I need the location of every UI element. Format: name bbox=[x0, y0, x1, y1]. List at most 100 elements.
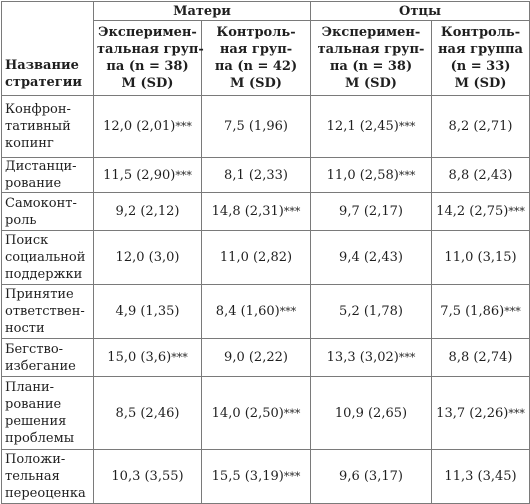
mean-sd-value: 9,2 (2,12) bbox=[115, 204, 180, 219]
strategy-name-line: Конфрон- bbox=[5, 102, 71, 117]
strategy-name-line: рование bbox=[5, 397, 62, 412]
mean-sd-value: 7,5 (1,96) bbox=[224, 119, 288, 134]
strategy-name-line: Бегство- bbox=[5, 341, 64, 357]
strategy-name-line: роль bbox=[5, 212, 37, 228]
significance-marker: *** bbox=[398, 351, 416, 364]
mean-sd-value: 8,5 (2,46) bbox=[115, 405, 180, 421]
strategy-name-line: избегание bbox=[5, 358, 76, 374]
column-header-line: Контроль- bbox=[216, 25, 296, 40]
strategy-name-line: Плани- bbox=[5, 380, 55, 395]
significance-marker: *** bbox=[171, 351, 188, 364]
mean-sd-value: 11,3 (3,45) bbox=[444, 469, 517, 484]
mean-sd-value: 15,0 (3,6) bbox=[107, 350, 172, 365]
significance-marker: *** bbox=[279, 305, 297, 318]
mean-sd-value: 9,4 (2,43) bbox=[339, 250, 403, 265]
table-row: Самоконт-роль 9,2 (2,12) 14,8 (2,31) *** 9,7… bbox=[1, 192, 530, 231]
mean-sd-value: 14,8 (2,31) bbox=[211, 204, 284, 219]
strategy-header: Название стратегии bbox=[1, 1, 94, 96]
strategy-name: Поиск социальной поддержки bbox=[1, 230, 94, 285]
significance-marker: *** bbox=[504, 305, 521, 318]
mean-sd-value: 9,0 (2,22) bbox=[224, 350, 288, 365]
column-header-line: ная груп- bbox=[219, 42, 293, 57]
column-header-line: ная группа bbox=[438, 42, 523, 57]
mean-sd-value: 12,1 (2,45) bbox=[326, 119, 399, 134]
mean-sd-value: 13,7 (2,26) bbox=[436, 405, 509, 421]
column-header-line: па (n = 38) bbox=[329, 59, 413, 74]
strategy-name-line: решения bbox=[5, 414, 67, 429]
strategy-name: Дистанци-рование bbox=[1, 157, 94, 193]
strategy-name-line: тативный bbox=[5, 119, 71, 134]
strategy-name: Бегство-избегание bbox=[1, 338, 94, 377]
strategy-name-line: поддержки bbox=[5, 267, 83, 282]
strategy-name-line: Принятие bbox=[5, 287, 74, 302]
column-header-fathers-experimental: Эксперимен- тальная груп- па (n = 38) M … bbox=[310, 20, 432, 96]
mean-sd-cell: 8,8 (2,74) bbox=[430, 338, 530, 377]
table-row: Плани-рование решения проблемы 8,5 (2,46) 14… bbox=[1, 376, 530, 450]
mean-sd-value: 8,8 (2,74) bbox=[448, 350, 513, 365]
mean-sd-cell: 8,4 (1,60)*** bbox=[201, 284, 311, 339]
mean-sd-value: 7,5 (1,86) bbox=[440, 304, 505, 319]
strategy-header-line: стратегии bbox=[5, 75, 83, 90]
column-header-line: тальная груп- bbox=[317, 42, 425, 57]
mean-sd-value: 9,7 (2,17) bbox=[339, 204, 403, 219]
mean-sd-cell: 14,2 (2,75)*** bbox=[430, 192, 530, 231]
mean-sd-value: 8,1 (2,33) bbox=[224, 167, 288, 183]
strategy-name: Принятие ответствен-ности bbox=[1, 284, 94, 339]
strategy-name-line: Самоконт- bbox=[5, 195, 77, 211]
mean-sd-cell: 10,9 (2,65) bbox=[310, 376, 432, 450]
mean-sd-value: 13,3 (3,02) bbox=[326, 350, 399, 365]
strategy-name-line: Поиск bbox=[5, 233, 49, 248]
mean-sd-value: 11,5 (2,90) bbox=[103, 167, 176, 183]
mean-sd-value: 15,5 (3,19) bbox=[211, 469, 284, 484]
mean-sd-cell: 15,5 (3,19)*** bbox=[201, 449, 311, 504]
mean-sd-cell: 9,4 (2,43) bbox=[310, 230, 432, 285]
column-header-line: M (SD) bbox=[345, 76, 397, 91]
mean-sd-cell: 15,0 (3,6)*** bbox=[93, 338, 202, 377]
mean-sd-value: 8,2 (2,71) bbox=[448, 119, 513, 134]
significance-marker: *** bbox=[175, 168, 192, 182]
column-header-line: Контроль- bbox=[440, 25, 521, 40]
mean-sd-value: 10,9 (2,65) bbox=[334, 405, 408, 421]
column-header-line: Эксперимен- bbox=[98, 25, 197, 40]
mean-sd-cell: 11,3 (3,45) bbox=[430, 449, 530, 504]
mean-sd-cell: 8,1 (2,33) bbox=[201, 157, 311, 193]
strategy-name-line: ности bbox=[5, 321, 45, 336]
significance-marker: *** bbox=[283, 406, 301, 420]
strategy-name-line: копинг bbox=[5, 136, 54, 151]
strategy-name-line: рование bbox=[5, 176, 62, 191]
mean-sd-cell: 11,0 (2,82) bbox=[201, 230, 311, 285]
column-header-line: M (SD) bbox=[454, 76, 507, 91]
column-header-line: M (SD) bbox=[121, 76, 174, 91]
strategy-name-line: социальной bbox=[5, 250, 86, 265]
mean-sd-value: 11,0 (3,15) bbox=[444, 250, 517, 265]
significance-marker: *** bbox=[283, 470, 301, 483]
mean-sd-value: 11,0 (2,82) bbox=[219, 250, 293, 265]
strategy-name-line: переоценка bbox=[5, 486, 86, 501]
table-row: Принятие ответствен-ности 4,9 (1,35) 8,4 (1… bbox=[1, 284, 530, 339]
mean-sd-cell: 9,2 (2,12) bbox=[93, 192, 202, 231]
mean-sd-value: 10,3 (3,55) bbox=[111, 469, 184, 484]
mean-sd-value: 8,8 (2,43) bbox=[448, 167, 513, 183]
mean-sd-value: 14,2 (2,75) bbox=[436, 204, 509, 219]
table-row: Поиск социальной поддержки 12,0 (3,0) 11,0 (… bbox=[1, 230, 530, 285]
column-header-line: па (n = 38) bbox=[106, 59, 189, 74]
mean-sd-cell: 12,1 (2,45)*** bbox=[310, 95, 432, 158]
mean-sd-cell: 9,6 (3,17) bbox=[310, 449, 432, 504]
group-mothers-header: Матери bbox=[93, 1, 311, 21]
mean-sd-cell: 10,3 (3,55) bbox=[93, 449, 202, 504]
column-header-line: (n = 33) bbox=[450, 59, 511, 74]
mean-sd-cell: 13,3 (3,02)*** bbox=[310, 338, 432, 377]
mean-sd-cell: 12,0 (2,01)*** bbox=[93, 95, 202, 158]
mean-sd-value: 12,0 (3,0) bbox=[115, 250, 180, 265]
strategy-name: Положи-тельная переоценка bbox=[1, 449, 94, 504]
mean-sd-cell: 8,8 (2,43) bbox=[430, 157, 530, 193]
strategy-name: Плани-рование решения проблемы bbox=[1, 376, 94, 450]
significance-marker: *** bbox=[508, 406, 525, 420]
mean-sd-cell: 13,7 (2,26)*** bbox=[430, 376, 530, 450]
mean-sd-value: 4,9 (1,35) bbox=[115, 304, 180, 319]
significance-marker: *** bbox=[508, 205, 525, 218]
table-row: Бегство-избегание 15,0 (3,6)*** 9,0 (2,22)… bbox=[1, 338, 530, 377]
mean-sd-cell: 8,2 (2,71) bbox=[430, 95, 530, 158]
mean-sd-cell: 5,2 (1,78) bbox=[310, 284, 432, 339]
mean-sd-value: 11,0 (2,58) bbox=[326, 167, 399, 183]
